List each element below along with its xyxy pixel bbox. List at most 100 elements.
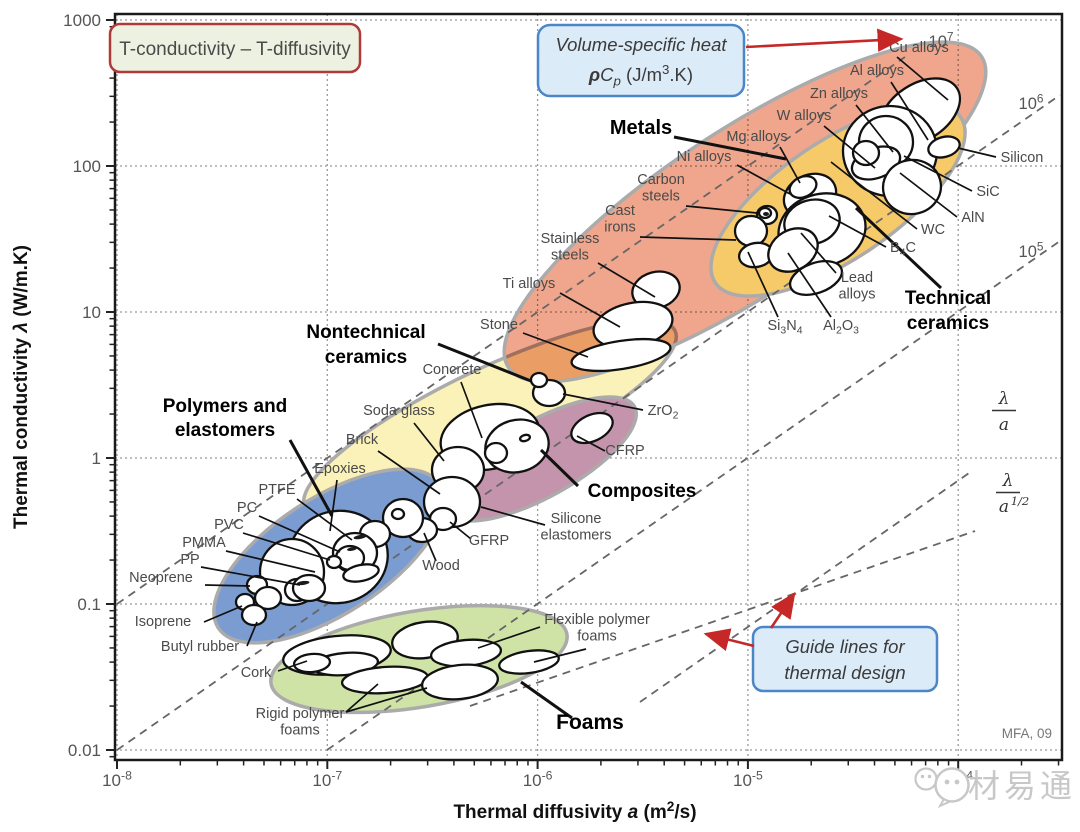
label-cast-irons: Cast bbox=[605, 203, 635, 219]
y-tick-label: 0.01 bbox=[68, 741, 101, 760]
label-stone: Stone bbox=[480, 317, 518, 333]
y-tick-label: 0.1 bbox=[77, 595, 101, 614]
x-tick-label: 10-8 bbox=[102, 769, 132, 790]
label-rigid-polymer-foams-leader bbox=[345, 687, 428, 713]
plot-border bbox=[113, 12, 1064, 762]
label-soda-glass: Soda glass bbox=[363, 403, 435, 419]
label-cu-alloys-leader bbox=[896, 56, 949, 101]
label-credit: MFA, 09 bbox=[1002, 726, 1052, 741]
bubble bbox=[788, 259, 844, 297]
label-group-nontechnical-ceramics: Nontechnical bbox=[306, 322, 425, 343]
bubble bbox=[881, 158, 943, 216]
guide-lambda-sqrt-a bbox=[469, 530, 976, 707]
bubble bbox=[390, 507, 406, 521]
bubble bbox=[483, 441, 509, 465]
label-group-polymers-leader bbox=[288, 439, 334, 517]
label-brick-leader bbox=[377, 450, 441, 495]
label-cu-alloys: Cu alloys bbox=[889, 40, 949, 56]
label-silicon-leader bbox=[957, 147, 997, 158]
group-ellipse-technical-ceramics-outline bbox=[709, 102, 967, 298]
material-bubbles bbox=[234, 77, 962, 701]
label-epoxies-leader bbox=[329, 479, 338, 532]
label-carbon-steels: Carbon bbox=[637, 172, 685, 188]
label-isoprene-leader bbox=[203, 605, 243, 623]
bubble bbox=[927, 135, 961, 159]
y-tick-label: 1 bbox=[92, 449, 101, 468]
guide-label-lambda-over-sqrt-a: λa 1/2 bbox=[996, 471, 1029, 517]
watermark-logo-eye bbox=[944, 779, 950, 785]
label-rigid-polymer-foams-leader bbox=[345, 683, 379, 713]
label-silicon: Silicon bbox=[1001, 150, 1044, 166]
guide-lambda-a bbox=[639, 470, 973, 703]
label-al2o3: Al2O3 bbox=[823, 318, 859, 336]
label-group-nontechnical-ceramics-leader bbox=[437, 342, 532, 383]
label-group-composites: Composites bbox=[588, 481, 697, 502]
y-tick-label: 1000 bbox=[63, 11, 101, 30]
contour-1e6-label: 106 bbox=[1019, 92, 1044, 113]
label-aln: AlN bbox=[961, 210, 984, 226]
label-group-foams: Foams bbox=[556, 711, 624, 734]
label-group-technical-ceramics-leader bbox=[854, 206, 943, 290]
label-w-alloys: W alloys bbox=[777, 108, 832, 124]
label-stone-leader bbox=[522, 332, 589, 358]
label-ptfe-leader bbox=[296, 498, 353, 541]
leader-lines bbox=[200, 56, 997, 720]
label-lead-alloys: Lead bbox=[841, 270, 873, 286]
label-group-polymers: elastomers bbox=[175, 420, 275, 441]
watermark-logo-eye bbox=[927, 774, 932, 779]
label-ni-alloys: Ni alloys bbox=[677, 149, 732, 165]
small-material-mark bbox=[763, 212, 769, 216]
label-stainless-steels-leader bbox=[597, 262, 656, 298]
y-axis-title: Thermal conductivity λ (W/m.K) bbox=[11, 245, 32, 529]
label-lead-alloys: alloys bbox=[838, 287, 875, 303]
guide-label-lambda-over-a: λa bbox=[992, 389, 1016, 435]
label-si3n4: Si3N4 bbox=[767, 318, 802, 336]
watermark-text: 材易通 bbox=[968, 768, 1076, 804]
group-ellipse-foams-outline bbox=[269, 603, 569, 715]
label-pp-leader bbox=[200, 566, 301, 586]
guide-label-lambda-over-sqrt-a-exponent: 1/2 bbox=[1011, 494, 1030, 508]
label-group-foams-leader bbox=[520, 680, 573, 720]
label-w-alloys-leader bbox=[823, 125, 876, 169]
label-gfrp: GFRP bbox=[469, 533, 509, 549]
callout-boxes: T-conductivity – T-diffusivity Volume-spe… bbox=[108, 22, 939, 693]
bubble bbox=[325, 554, 343, 570]
label-wc-leader bbox=[830, 161, 918, 230]
label-cork: Cork bbox=[241, 665, 272, 681]
guide-label-lambda-over-a-denominator: a bbox=[999, 415, 1009, 435]
label-sic-leader bbox=[903, 155, 973, 192]
label-cfrp: CFRP bbox=[605, 443, 644, 459]
callout-guide-lines-box-text: Guide lines for bbox=[785, 636, 905, 657]
small-material-mark bbox=[296, 580, 310, 586]
label-cast-irons-leader bbox=[639, 236, 737, 241]
label-pp: PP bbox=[180, 552, 199, 568]
contour-1e7 bbox=[116, 56, 906, 605]
label-b4c-leader bbox=[828, 215, 887, 248]
arrow-to-1e7-contour bbox=[745, 28, 904, 52]
small-material-mark bbox=[353, 534, 367, 540]
x-axis-title: Thermal diffusivity a (m2/s) bbox=[453, 799, 696, 823]
callout-guide-lines-box-text: thermal design bbox=[784, 662, 905, 683]
label-wc: WC bbox=[921, 222, 945, 238]
label-carbon-steels-leader bbox=[685, 205, 758, 214]
label-flexible-polymer-foams: Flexible polymer bbox=[544, 612, 650, 628]
label-cfrp-leader bbox=[576, 435, 606, 452]
label-pmma: PMMA bbox=[182, 535, 226, 551]
label-zn-alloys: Zn alloys bbox=[810, 86, 868, 102]
bubble bbox=[253, 585, 283, 611]
label-si3n4-leader bbox=[747, 251, 779, 318]
label-pmma-leader bbox=[225, 550, 316, 573]
label-flexible-polymer-foams-leader bbox=[477, 626, 541, 649]
x-tick-label: 10-7 bbox=[312, 769, 342, 790]
bubble bbox=[529, 371, 549, 389]
arrow-to-sqrt-guide bbox=[703, 628, 755, 652]
bubble bbox=[733, 214, 769, 248]
bubble bbox=[240, 603, 268, 627]
bubble bbox=[291, 573, 327, 603]
watermark-logo-eye bbox=[954, 779, 960, 785]
bubble bbox=[498, 649, 560, 675]
watermark-logo-big-bubble bbox=[934, 767, 970, 803]
x-tick-label: 10-6 bbox=[523, 769, 553, 790]
